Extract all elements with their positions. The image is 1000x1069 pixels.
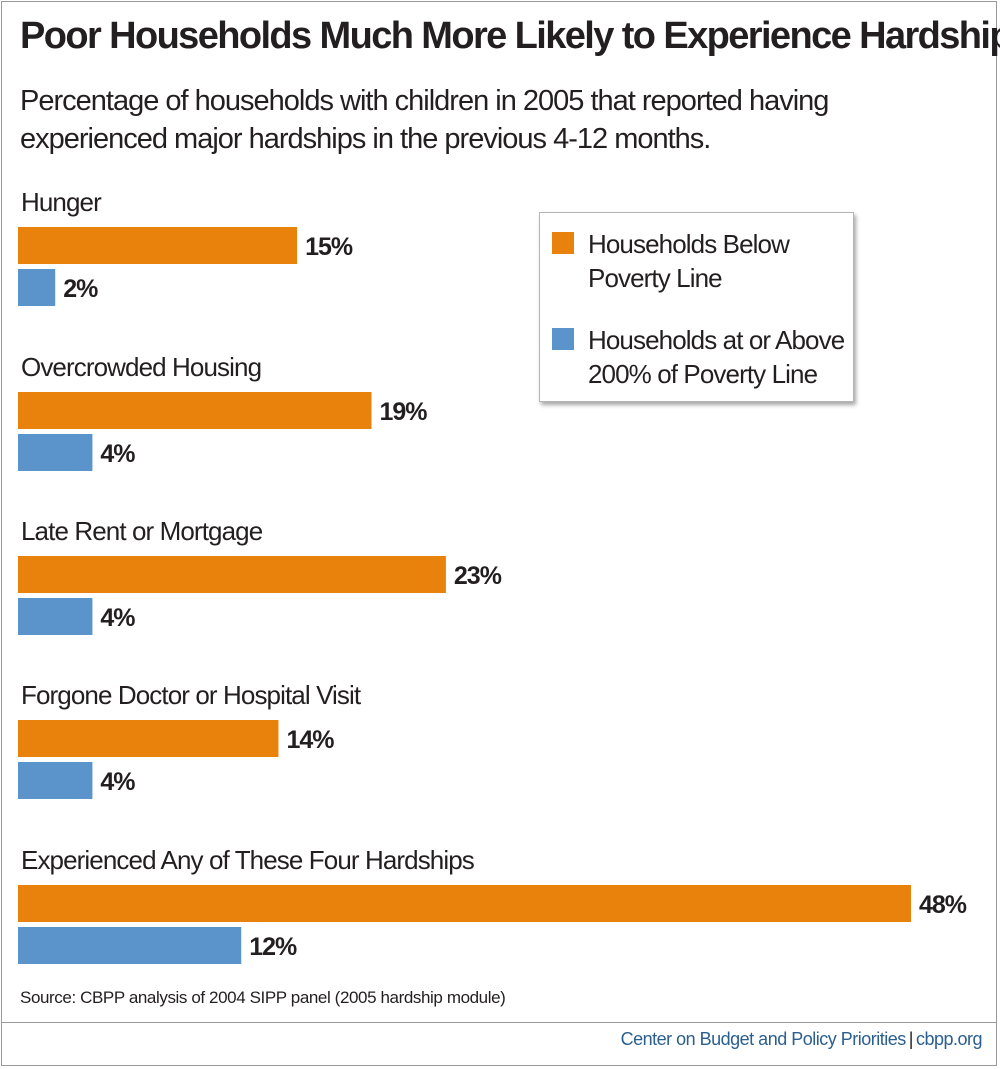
legend-label-below-poverty: Households Below Poverty Line [588,229,790,293]
value-label-below-poverty: 14% [286,726,334,754]
value-label-above-200: 2% [63,275,98,303]
legend-swatch-above-200 [552,328,574,350]
footer-site: cbpp.org [915,1029,983,1049]
bar-above-200 [18,598,93,635]
chart-subtitle: Percentage of households with children i… [20,85,829,155]
bar-below-poverty [18,885,911,922]
category-label: Overcrowded Housing [21,352,261,382]
category-label: Experienced Any of These Four Hardships [21,845,475,875]
chart-title: Poor Households Much More Likely to Expe… [20,15,1000,57]
bar-above-200 [18,762,93,799]
value-label-below-poverty: 48% [919,891,967,919]
legend-label-above-200: Households at or Above 200% of Poverty L… [588,325,845,389]
bar-above-200 [18,269,56,306]
footer-separator: | [908,1029,914,1049]
legend: Households Below Poverty Line Households… [539,212,854,402]
category-label: Late Rent or Mortgage [21,516,263,546]
value-label-below-poverty: 19% [379,398,427,426]
value-label-above-200: 4% [100,768,135,796]
legend-swatch-below-poverty [552,232,574,254]
category-label: Hunger [21,187,102,217]
bar-below-poverty [18,556,446,593]
footer-org: Center on Budget and Policy Priorities [620,1029,907,1049]
footer-credit: Center on Budget and Policy Priorities | c… [620,1029,983,1050]
value-label-above-200: 4% [100,604,135,632]
bar-below-poverty [18,720,279,757]
source-note: Source: CBPP analysis of 2004 SIPP panel… [20,988,506,1007]
footer-divider [2,1022,996,1023]
legend-item-below-poverty: Households Below Poverty Line [552,227,853,295]
bar-below-poverty [18,227,298,264]
value-label-above-200: 12% [249,933,297,961]
bar-above-200 [18,927,242,964]
value-label-below-poverty: 15% [305,233,353,261]
value-label-below-poverty: 23% [454,562,502,590]
legend-item-above-200: Households at or Above 200% of Poverty L… [552,323,853,391]
bar-above-200 [18,434,93,471]
bar-below-poverty [18,392,372,429]
category-label: Forgone Doctor or Hospital Visit [21,680,362,710]
value-label-above-200: 4% [100,440,135,468]
